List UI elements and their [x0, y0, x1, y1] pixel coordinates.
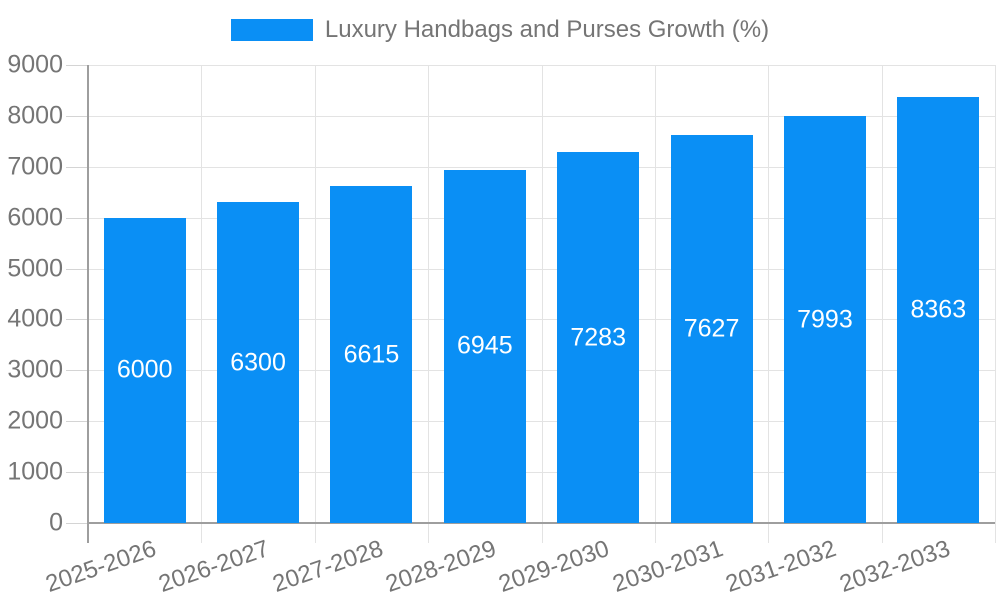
bar-2031-2032[interactable]: 7993: [783, 116, 866, 523]
y-axis-tick: [66, 421, 88, 423]
bar-2028-2029[interactable]: 6945: [443, 169, 526, 523]
y-axis-tick-label: 4000: [7, 304, 63, 333]
bar-value-label: 6300: [230, 348, 286, 377]
y-axis-tick: [66, 166, 88, 168]
bar-value-label: 6945: [457, 331, 513, 360]
legend-swatch: [230, 19, 313, 41]
y-axis-tick: [66, 268, 88, 270]
v-gridline: [541, 65, 543, 543]
y-axis-tick: [66, 217, 88, 219]
x-axis-tick-label: 2030-2031: [609, 535, 727, 598]
bar-value-label: 7993: [797, 305, 853, 334]
y-axis-tick-label: 7000: [7, 152, 63, 181]
bar-value-label: 6000: [116, 355, 173, 384]
v-gridline: [201, 65, 203, 543]
y-axis-tick-label: 0: [49, 508, 63, 537]
y-axis-tick-label: 1000: [7, 457, 63, 486]
bar-2029-2030[interactable]: 7283: [557, 152, 640, 523]
legend[interactable]: Luxury Handbags and Purses Growth (%): [0, 16, 1000, 44]
bar-2027-2028[interactable]: 6615: [330, 186, 413, 523]
v-gridline: [314, 65, 316, 543]
v-gridline: [768, 65, 770, 543]
bar-value-label: 7283: [570, 323, 626, 352]
y-axis-tick-label: 3000: [7, 355, 63, 384]
y-axis-tick: [66, 319, 88, 321]
y-axis-tick: [66, 370, 88, 372]
y-axis-tick-label: 9000: [7, 50, 63, 79]
x-axis-tick-label: 2027-2028: [268, 535, 387, 598]
v-gridline: [654, 65, 656, 543]
y-axis-tick: [66, 523, 88, 524]
y-axis-tick-label: 6000: [7, 203, 63, 232]
y-axis-tick-label: 8000: [7, 101, 63, 130]
legend-label: Luxury Handbags and Purses Growth (%): [324, 16, 770, 43]
x-axis-tick-label: 2031-2032: [722, 535, 840, 598]
y-axis-tick-label: 5000: [7, 254, 63, 283]
v-gridline: [881, 65, 883, 543]
y-axis-tick: [66, 472, 88, 474]
bar-value-label: 6615: [343, 340, 400, 369]
x-axis-tick-label: 2028-2029: [382, 535, 500, 598]
y-axis-tick: [66, 65, 88, 66]
y-axis-line: [87, 65, 89, 543]
x-axis-tick-label: 2025-2026: [42, 535, 160, 598]
x-axis-tick-label: 2032-2033: [835, 535, 954, 598]
x-axis-tick-label: 2026-2027: [155, 535, 273, 598]
bar-2030-2031[interactable]: 7627: [670, 134, 753, 523]
v-gridline: [428, 65, 430, 543]
y-axis-tick: [66, 115, 88, 117]
y-axis-tick-label: 2000: [7, 406, 63, 435]
v-gridline: [995, 65, 996, 543]
x-axis-tick-label: 2029-2030: [495, 535, 613, 598]
bar-2032-2033[interactable]: 8363: [897, 97, 980, 523]
bar-2026-2027[interactable]: 6300: [217, 202, 300, 523]
bar-value-label: 7627: [683, 314, 740, 343]
bar-2025-2026[interactable]: 6000: [103, 217, 186, 523]
bar-value-label: 8363: [910, 295, 967, 324]
x-axis-line: [88, 522, 995, 524]
